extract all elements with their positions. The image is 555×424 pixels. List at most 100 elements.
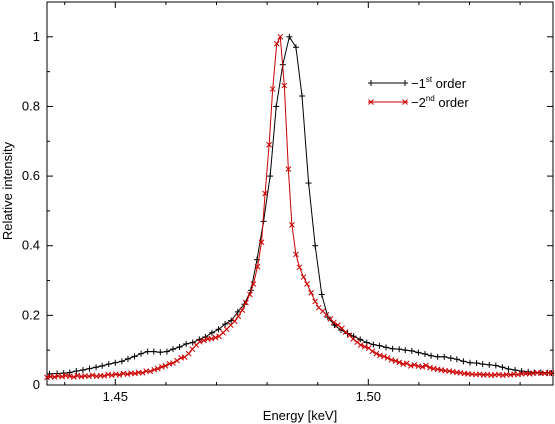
data-point <box>473 360 480 367</box>
data-point <box>479 361 486 368</box>
data-point <box>324 314 331 321</box>
data-point <box>392 358 399 364</box>
data-point <box>350 336 356 342</box>
data-point <box>505 365 512 372</box>
data-point <box>453 356 460 363</box>
legend-label-tail: order <box>435 95 470 110</box>
series-1 <box>46 33 555 377</box>
legend-label-sup: st <box>426 75 433 84</box>
y-tick-label: 0.6 <box>22 168 40 183</box>
x-tick-label: 1.50 <box>356 389 381 404</box>
data-point <box>147 368 154 375</box>
data-point <box>239 307 246 313</box>
data-point <box>548 370 555 377</box>
x-axis-label: Energy [keV] <box>263 408 337 423</box>
data-point <box>86 365 93 372</box>
data-point <box>157 349 164 356</box>
data-point <box>499 364 506 371</box>
legend: −1st order −2nd order <box>368 75 469 110</box>
data-point <box>357 342 364 348</box>
legend-label-sup: nd <box>426 94 435 103</box>
data-point <box>376 342 383 349</box>
data-point <box>89 372 96 379</box>
data-point <box>300 274 307 280</box>
data-point <box>396 346 403 353</box>
data-point <box>269 86 276 92</box>
data-point <box>296 264 303 271</box>
data-point <box>70 374 77 380</box>
data-point <box>112 359 119 366</box>
data-point <box>124 355 131 362</box>
data-point <box>285 166 292 172</box>
data-point <box>116 372 123 378</box>
data-point <box>434 353 441 360</box>
data-point <box>381 353 387 360</box>
data-point <box>411 361 418 368</box>
y-tick-label: 0.2 <box>22 307 40 322</box>
data-point <box>215 326 222 333</box>
data-point <box>124 371 131 378</box>
data-point <box>234 308 241 315</box>
series-layer <box>44 33 555 381</box>
y-axis-label: Relative intensity <box>0 141 15 240</box>
data-point <box>415 349 422 356</box>
data-point <box>79 367 86 374</box>
data-point <box>389 345 396 352</box>
data-point <box>342 329 349 335</box>
data-point <box>299 93 306 100</box>
data-point <box>305 180 312 187</box>
y-tick-label: 0.8 <box>22 98 40 113</box>
data-point <box>176 344 183 351</box>
data-point <box>154 365 161 372</box>
data-point <box>312 242 319 249</box>
data-point <box>384 354 391 361</box>
data-point <box>51 374 58 380</box>
data-point <box>492 362 499 369</box>
y-tick-label: 0 <box>33 377 40 392</box>
series-line <box>46 35 552 378</box>
data-point <box>419 364 426 370</box>
data-point <box>169 346 176 353</box>
data-point <box>486 361 493 368</box>
data-point <box>286 33 293 40</box>
data-point <box>162 362 169 369</box>
data-point <box>174 357 180 364</box>
data-point <box>208 329 215 336</box>
data-point <box>354 339 361 346</box>
data-point <box>108 372 115 379</box>
data-point <box>467 359 474 366</box>
data-point <box>281 82 288 89</box>
legend-marker <box>402 99 408 105</box>
data-point <box>396 359 403 366</box>
legend-label-tail: order <box>432 76 467 91</box>
legend-label: −1st order <box>411 75 467 91</box>
data-point <box>421 351 428 358</box>
data-point <box>151 366 158 373</box>
data-point <box>277 33 284 40</box>
data-point <box>250 281 257 287</box>
data-point <box>163 348 170 355</box>
data-point <box>228 317 235 324</box>
data-point <box>370 341 377 348</box>
data-point <box>357 336 364 343</box>
data-point <box>408 347 415 354</box>
data-point <box>292 44 299 51</box>
plot-frame <box>46 1 554 386</box>
data-point <box>403 360 410 367</box>
data-point <box>159 364 165 370</box>
data-point <box>208 335 215 342</box>
plot-area <box>46 1 554 386</box>
data-point <box>312 298 319 305</box>
data-point <box>402 347 409 354</box>
data-point <box>231 318 238 325</box>
legend-label: −2nd order <box>411 94 469 110</box>
data-point <box>185 350 192 357</box>
data-point <box>101 373 108 379</box>
data-point <box>86 373 92 380</box>
data-point <box>212 334 219 341</box>
data-point <box>118 358 125 365</box>
data-point <box>289 221 295 228</box>
data-point <box>150 348 157 355</box>
y-axis: 0 0.2 0.4 0.6 0.8 1 <box>22 1 553 392</box>
